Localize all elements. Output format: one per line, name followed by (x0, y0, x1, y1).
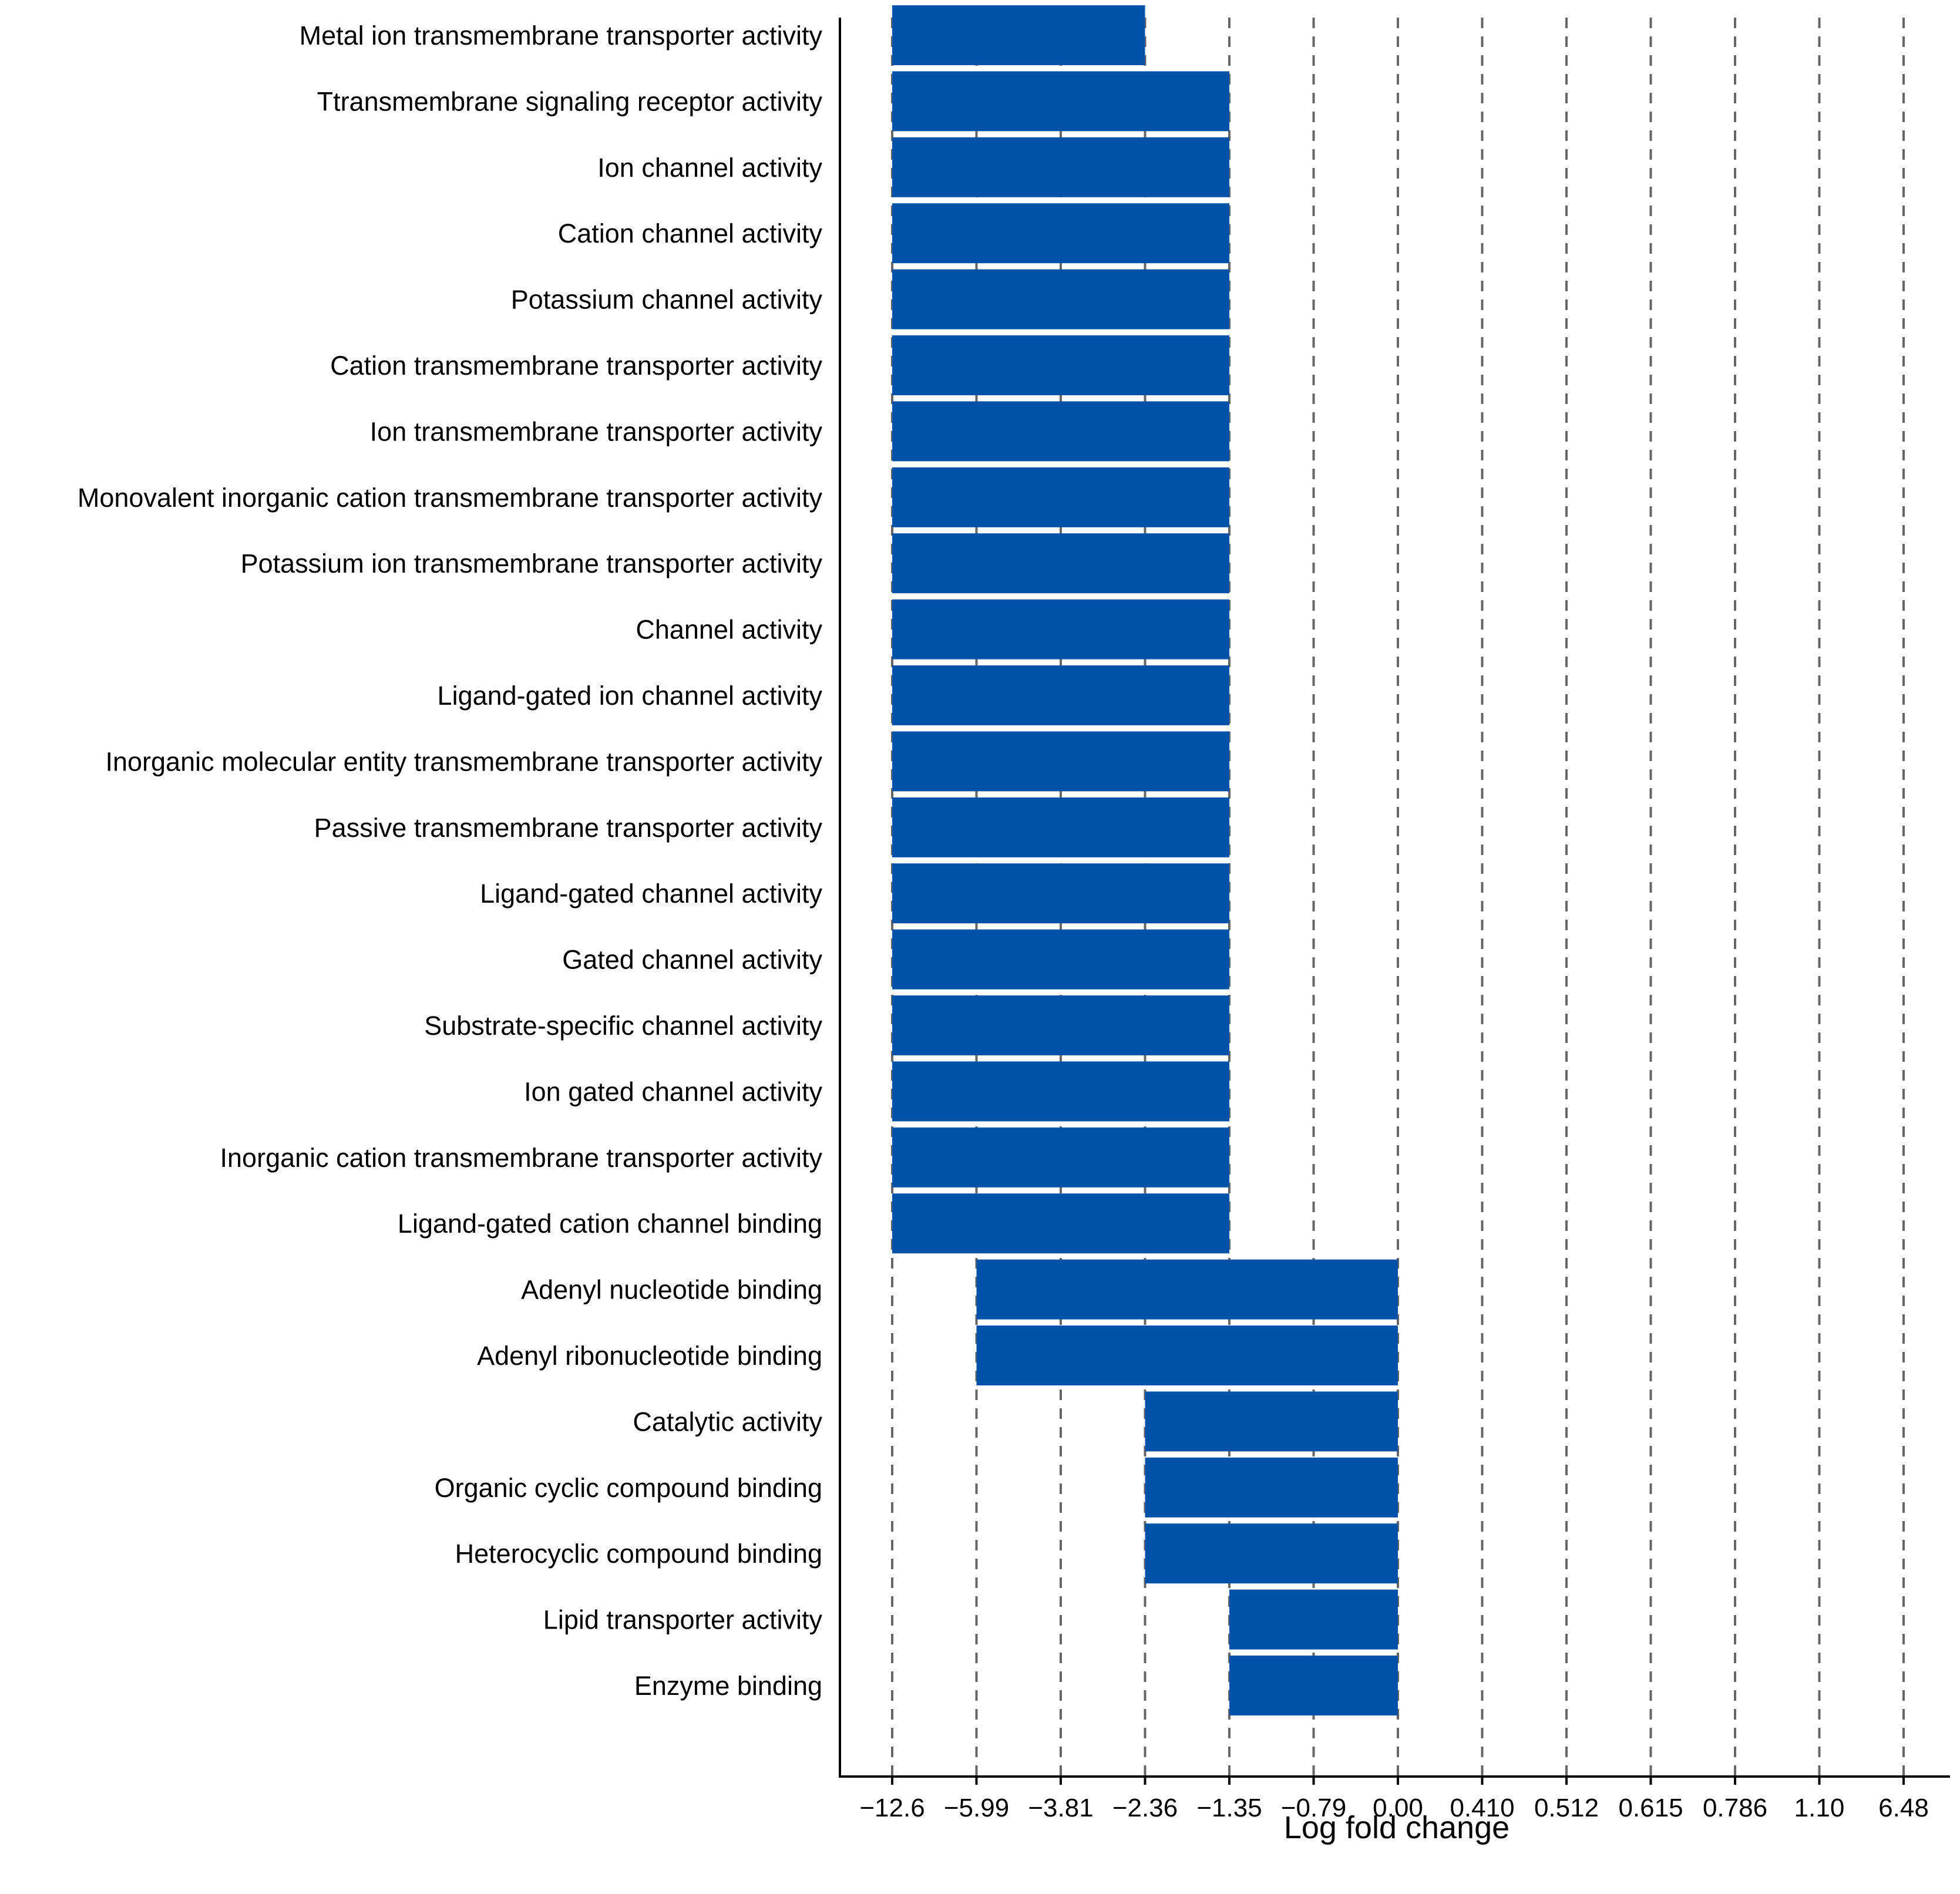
bar (976, 1326, 1398, 1385)
category-label: Enzyme binding (634, 1671, 822, 1701)
bar (892, 269, 1229, 329)
bar (1145, 1457, 1398, 1518)
bar (892, 995, 1229, 1055)
category-label: Organic cyclic compound binding (435, 1473, 822, 1503)
x-axis-title: Log fold change (1284, 1810, 1509, 1845)
bar (892, 797, 1229, 857)
bar (892, 731, 1229, 792)
category-label: Inorganic molecular entity transmembrane… (105, 746, 822, 776)
bar (892, 335, 1229, 395)
category-label: Potassium channel activity (511, 285, 823, 315)
bar (892, 665, 1229, 725)
bar (892, 401, 1229, 462)
x-tick-label: 0.786 (1703, 1794, 1767, 1822)
x-tick-label: 0.00 (1373, 1794, 1423, 1822)
bar (1145, 1523, 1398, 1584)
x-tick-label: −0.79 (1281, 1794, 1346, 1822)
category-label: Ttransmembrane signaling receptor activi… (317, 86, 823, 116)
category-label: Ligand-gated channel activity (480, 879, 822, 909)
category-label: Potassium ion transmembrane transporter … (241, 549, 823, 578)
category-label: Heterocyclic compound binding (455, 1539, 822, 1569)
category-label: Cation transmembrane transporter activit… (330, 351, 822, 381)
bar (1229, 1589, 1398, 1650)
x-tick-label: −1.35 (1196, 1794, 1262, 1822)
category-label: Substrate-specific channel activity (424, 1011, 822, 1041)
bar (892, 863, 1229, 924)
bar (892, 1061, 1229, 1122)
bar (892, 71, 1229, 132)
category-label: Ligand-gated cation channel binding (398, 1209, 822, 1239)
category-label: Channel activity (636, 615, 822, 645)
x-tick-label: −3.81 (1028, 1794, 1093, 1822)
x-tick-label: −5.99 (944, 1794, 1009, 1822)
category-label: Ion channel activity (597, 153, 822, 183)
x-tick-label: 6.48 (1878, 1794, 1929, 1822)
bar (976, 1259, 1398, 1320)
bars (892, 5, 1398, 1715)
category-label: Lipid transporter activity (543, 1605, 823, 1635)
category-label: Cation channel activity (558, 218, 823, 248)
bar (892, 929, 1229, 990)
bar (892, 1127, 1229, 1187)
bar (892, 203, 1229, 264)
bar (1229, 1656, 1398, 1715)
category-labels: Metal ion transmembrane transporter acti… (78, 21, 823, 1701)
category-label: Adenyl ribonucleotide binding (477, 1341, 822, 1371)
x-tick-label: −2.36 (1112, 1794, 1178, 1822)
bar (892, 467, 1229, 527)
bar (892, 5, 1145, 65)
x-tick-label: 0.615 (1618, 1794, 1683, 1822)
category-label: Gated channel activity (562, 945, 822, 975)
bar (892, 1193, 1229, 1254)
bar (892, 137, 1229, 197)
x-tick-label: 0.410 (1450, 1794, 1514, 1822)
x-axis-ticks: −12.6 −5.99 −3.81 −2.36 −1.35 −0.79 0.00 0.410 0… (859, 1777, 1929, 1822)
category-label: Catalytic activity (633, 1407, 822, 1437)
x-tick-label: 0.512 (1534, 1794, 1599, 1822)
category-label: Adenyl nucleotide binding (521, 1275, 822, 1305)
x-tick-label: 1.10 (1794, 1794, 1845, 1822)
bar (892, 533, 1229, 594)
x-tick-label: −12.6 (859, 1794, 924, 1822)
bar (892, 599, 1229, 660)
category-label: Ion transmembrane transporter activity (370, 416, 823, 446)
category-label: Passive transmembrane transporter activi… (314, 813, 823, 843)
category-label: Inorganic cation transmembrane transport… (220, 1143, 823, 1173)
category-label: Monovalent inorganic cation transmembran… (78, 483, 823, 513)
category-label: Metal ion transmembrane transporter acti… (300, 21, 823, 51)
category-label: Ion gated channel activity (524, 1076, 822, 1106)
category-label: Ligand-gated ion channel activity (438, 681, 823, 711)
bar (1145, 1391, 1398, 1452)
